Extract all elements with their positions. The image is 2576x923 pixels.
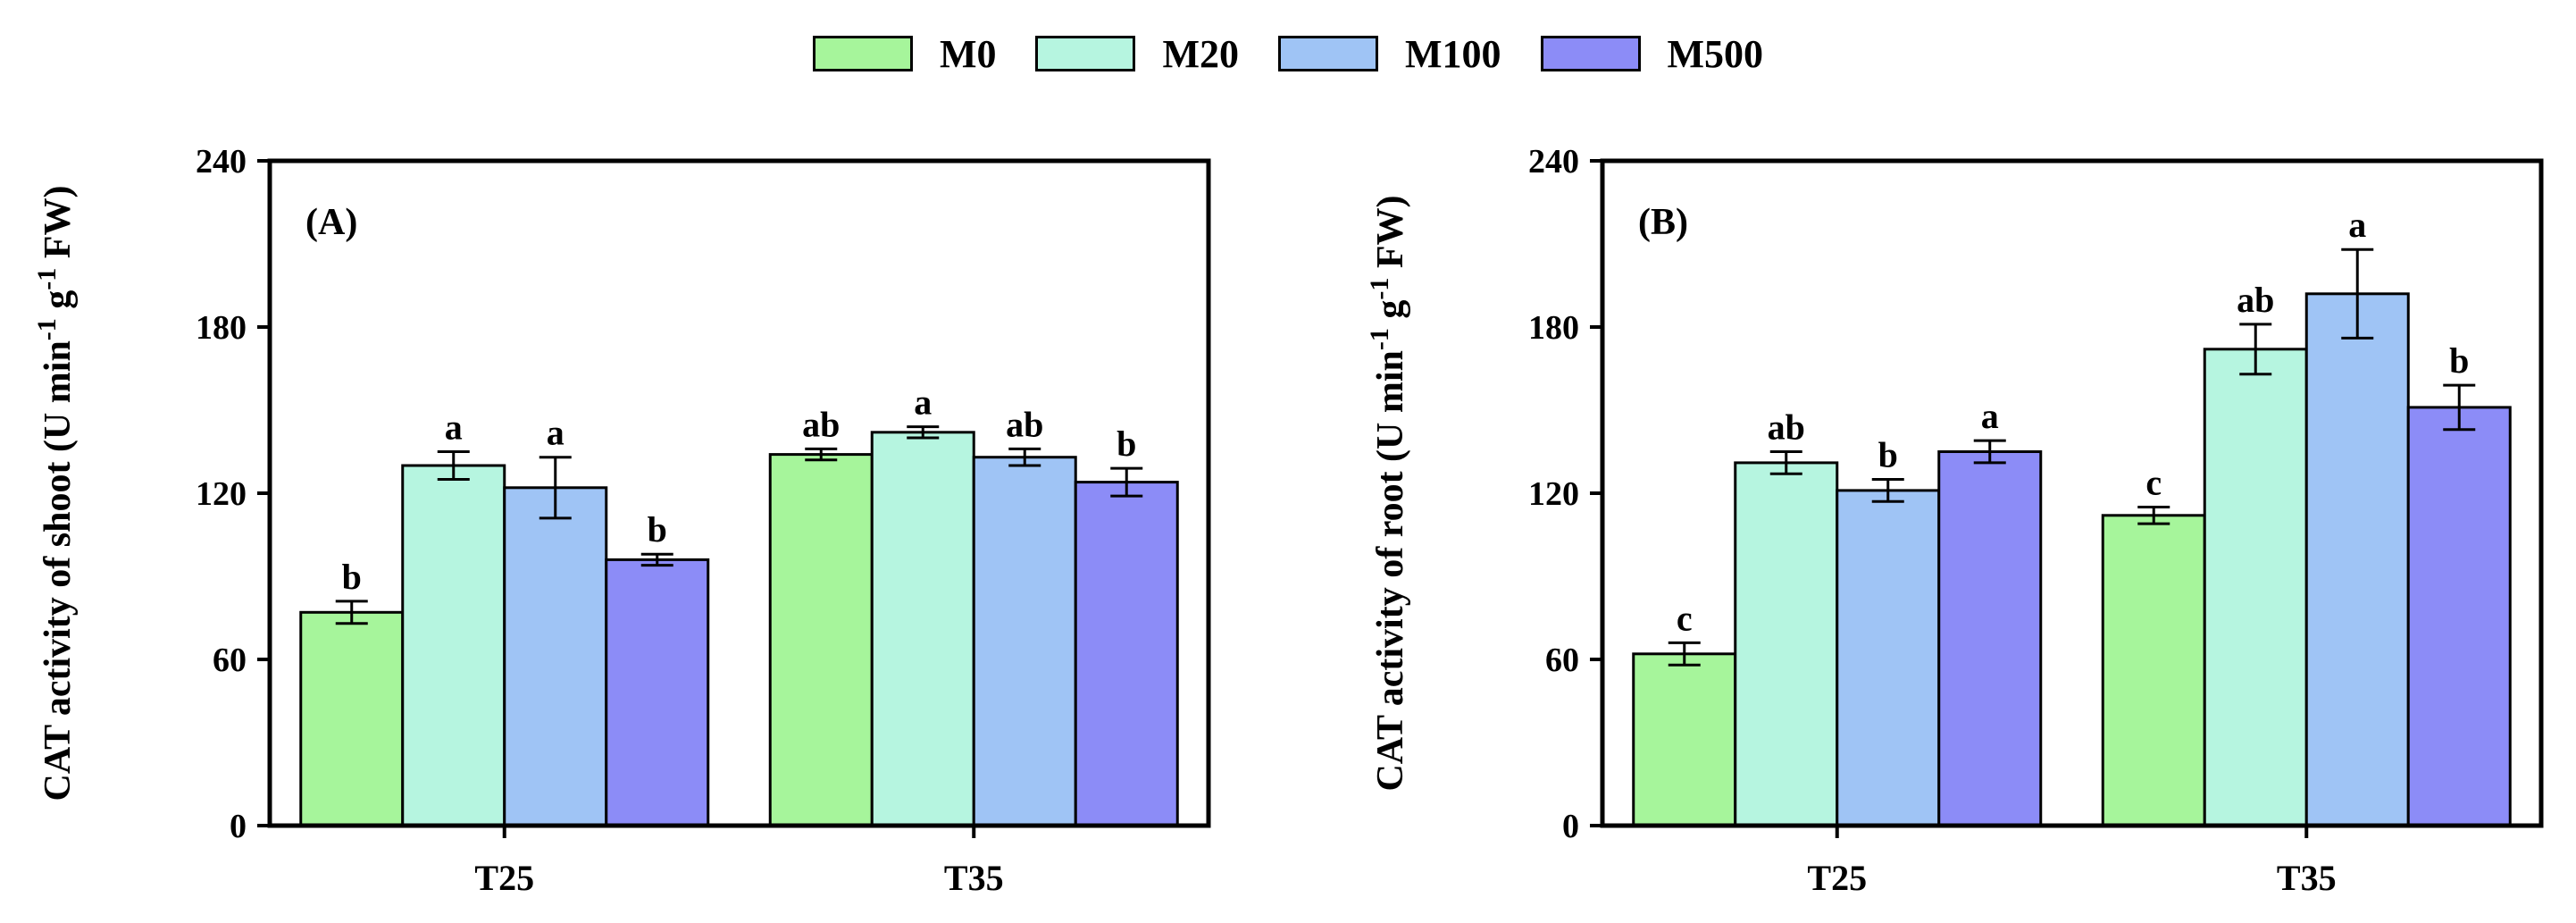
bar-m500-t35 xyxy=(2406,406,2512,827)
y-axis-label-part: CAT activity of root (U min xyxy=(1370,350,1411,791)
y-tick-label: 120 xyxy=(1528,475,1579,513)
y-axis-label-part: g xyxy=(1370,300,1411,329)
legend-label: M100 xyxy=(1405,31,1501,76)
significance-letter: b xyxy=(1878,435,1898,475)
significance-letter: ab xyxy=(802,404,840,444)
bar-m0-t35 xyxy=(2101,514,2206,827)
y-tick-label: 60 xyxy=(1545,642,1579,679)
bar-m0-t35 xyxy=(768,453,874,827)
bar-m100-t25 xyxy=(503,486,608,827)
significance-letter: a xyxy=(914,382,932,423)
significance-letter: a xyxy=(2348,205,2366,245)
legend-swatch xyxy=(1540,36,1641,71)
y-axis-label-superscript: -1 xyxy=(1365,278,1394,300)
y-axis-label: CAT activity of root (U min-1 g-1 FW) xyxy=(1365,195,1411,791)
panel-label: (A) xyxy=(305,202,357,243)
significance-letter: a xyxy=(1981,396,1999,436)
y-tick-label: 0 xyxy=(1562,808,1579,845)
legend-label: M0 xyxy=(939,31,997,76)
y-tick-label: 180 xyxy=(196,309,247,347)
y-tick-label: 180 xyxy=(1528,309,1579,347)
y-axis-label: CAT activity of shoot (U min-1 g-1 FW) xyxy=(32,186,79,801)
y-axis-label-part: g xyxy=(38,290,79,319)
legend-item-m0: M0 xyxy=(812,31,997,77)
bar-m20-t35 xyxy=(2203,348,2308,827)
y-axis-label-superscript: -1 xyxy=(1365,328,1394,350)
y-axis-label-superscript: -1 xyxy=(32,318,62,340)
bar-m500-t25 xyxy=(605,558,710,827)
bar-m100-t35 xyxy=(2304,292,2410,827)
x-tick-label: T25 xyxy=(474,858,534,898)
x-tick-label: T25 xyxy=(1807,858,1867,898)
significance-letter: ab xyxy=(2237,280,2274,320)
panel-label: (B) xyxy=(1638,202,1688,243)
bar-m20-t25 xyxy=(401,464,506,827)
x-tick-label: T35 xyxy=(944,858,1004,898)
significance-letter: b xyxy=(2449,340,2469,381)
significance-letter: b xyxy=(648,509,667,550)
bar-m20-t35 xyxy=(870,431,975,827)
bar-m20-t25 xyxy=(1734,461,1839,827)
legend-item-m100: M100 xyxy=(1278,31,1501,77)
legend-label: M20 xyxy=(1162,31,1239,76)
significance-letter: a xyxy=(547,413,565,453)
bar-m0-t25 xyxy=(1632,652,1737,827)
bar-m0-t25 xyxy=(299,610,405,827)
bar-m100-t35 xyxy=(972,456,1077,827)
y-tick-label: 240 xyxy=(1528,143,1579,180)
y-axis-label-part: CAT activity of shoot (U min xyxy=(38,340,79,801)
legend-item-m20: M20 xyxy=(1035,31,1239,77)
significance-letter: ab xyxy=(1006,404,1043,444)
significance-letter: ab xyxy=(1768,407,1805,448)
significance-letter: c xyxy=(1677,598,1693,638)
legend-swatch xyxy=(1035,36,1136,71)
y-axis-label-part: FW) xyxy=(1370,195,1411,277)
y-axis-label-superscript: -1 xyxy=(32,268,62,290)
y-tick-label: 240 xyxy=(196,143,247,180)
legend: M0 M20 M100 M500 xyxy=(0,18,2576,89)
legend-item-m500: M500 xyxy=(1540,31,1764,77)
significance-letter: c xyxy=(2145,463,2162,503)
x-tick-label: T35 xyxy=(2277,858,2337,898)
legend-swatch xyxy=(812,36,913,71)
chart-panel-a: b ab a a a ab b b 0 60 120 180 240 T25 T35 (A) CAT activ… xyxy=(32,143,1211,898)
significance-letter: b xyxy=(1117,424,1136,464)
significance-letter: b xyxy=(342,557,362,597)
bar-m100-t25 xyxy=(1836,489,1941,827)
bar-m500-t35 xyxy=(1074,481,1179,827)
y-tick-label: 0 xyxy=(230,808,247,845)
legend-label: M500 xyxy=(1667,31,1764,76)
bar-m500-t25 xyxy=(1937,450,2043,827)
y-tick-label: 120 xyxy=(196,475,247,513)
legend-swatch xyxy=(1278,36,1378,71)
y-tick-label: 60 xyxy=(213,642,247,679)
y-axis-label-part: FW) xyxy=(38,186,79,268)
significance-letter: a xyxy=(445,407,463,448)
